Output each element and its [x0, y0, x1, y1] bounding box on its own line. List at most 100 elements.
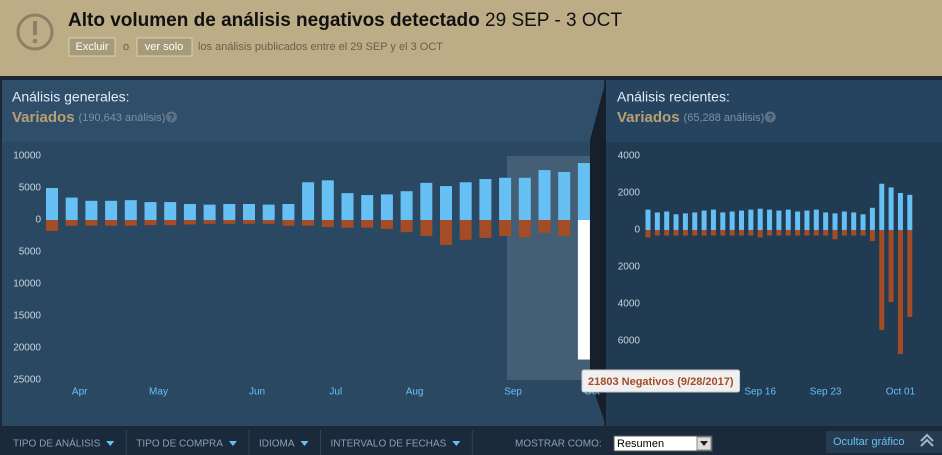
- show-as-label: MOSTRAR COMO:: [515, 439, 602, 450]
- positive-bar: [538, 170, 551, 220]
- negative-bar: [795, 230, 801, 236]
- x-tick-label: Jun: [249, 387, 265, 398]
- negative-bar: [183, 220, 196, 225]
- filter-label[interactable]: INTERVALO DE FECHAS: [331, 439, 447, 450]
- positive-bar: [243, 204, 255, 220]
- negative-bar: [420, 220, 433, 236]
- positive-bar: [888, 187, 894, 230]
- negative-bar: [400, 220, 413, 233]
- collapse-icon[interactable]: [920, 433, 934, 442]
- negative-bar: [785, 230, 791, 236]
- positive-bar: [577, 163, 590, 220]
- negative-bar: [243, 220, 255, 224]
- hide-graph-button[interactable]: [826, 431, 942, 453]
- warning-icon: [16, 13, 54, 51]
- y-tick-label: 6000: [618, 336, 641, 347]
- negative-bar: [869, 230, 875, 242]
- negative-bar: [518, 220, 531, 238]
- negative-bar: [860, 230, 866, 236]
- negative-bar: [499, 220, 512, 236]
- negative-bar: [361, 220, 374, 228]
- collapse-icon[interactable]: [920, 438, 934, 447]
- exclude-button[interactable]: [68, 37, 116, 57]
- positive-bar: [262, 204, 275, 220]
- negative-bar: [46, 220, 58, 231]
- positive-bar: [720, 212, 726, 230]
- positive-bar: [673, 214, 679, 230]
- dropdown-arrow: [106, 441, 115, 446]
- exclude-label[interactable]: Excluir: [75, 41, 108, 53]
- dropdown-arrow: [300, 441, 309, 446]
- banner-title: Alto volumen de análisis negativos detec…: [68, 10, 622, 31]
- positive-bar: [739, 210, 744, 230]
- negative-bar: [282, 220, 295, 226]
- positive-bar: [785, 209, 791, 230]
- negative-bar: [682, 230, 688, 236]
- negative-bar: [823, 230, 829, 236]
- negative-bar: [558, 220, 571, 236]
- only-label[interactable]: ver solo: [145, 41, 184, 53]
- negative-bar: [341, 220, 354, 228]
- review-count: (65,288 análisis): [684, 112, 765, 124]
- select-value[interactable]: Resumen: [617, 438, 664, 450]
- positive-bar: [729, 211, 735, 230]
- positive-bar: [302, 182, 315, 220]
- x-tick-label: Oct 01: [886, 387, 916, 398]
- rating: Variados (190,643 análisis): [12, 109, 165, 126]
- positive-bar: [282, 204, 295, 220]
- negative-bar: [851, 230, 857, 236]
- y-tick-label: 10000: [13, 151, 41, 162]
- positive-bar: [860, 214, 866, 230]
- filter-label[interactable]: IDIOMA: [259, 439, 295, 450]
- help-icon: [165, 111, 177, 123]
- negative-bar: [832, 230, 838, 240]
- negative-bar: [85, 220, 98, 226]
- negative-bar: [813, 230, 819, 236]
- filter-label[interactable]: TIPO DE COMPRA: [136, 439, 223, 450]
- chart-heading: Análisis recientes:: [617, 89, 730, 105]
- negative-bar: [440, 220, 452, 245]
- positive-bar: [757, 208, 763, 230]
- y-tick-label: 2000: [618, 188, 641, 199]
- banner-title-range: 29 SEP - 3 OCT: [485, 10, 622, 31]
- negative-bar: [907, 230, 913, 317]
- tooltip-box: [581, 369, 741, 393]
- negative-bar: [645, 230, 651, 238]
- negative-bar: [739, 230, 744, 236]
- positive-bar: [183, 204, 196, 220]
- show-as-select[interactable]: [613, 435, 713, 452]
- select-arrow[interactable]: [700, 441, 708, 446]
- range-connector: [590, 80, 606, 426]
- positive-bar: [400, 191, 413, 220]
- negative-bar: [459, 220, 472, 240]
- help-icon: [764, 111, 776, 123]
- negative-bar: [879, 230, 885, 330]
- positive-bar: [164, 202, 177, 220]
- positive-bar: [479, 179, 492, 220]
- negative-bar: [164, 220, 177, 226]
- only-button[interactable]: [136, 37, 193, 57]
- filter-label[interactable]: TIPO DE ANÁLISIS: [13, 437, 101, 450]
- hide-graph-label[interactable]: Ocultar gráfico: [833, 436, 905, 448]
- positive-bar: [420, 182, 433, 220]
- help-text: ?: [169, 112, 175, 122]
- x-tick-label: Aug: [406, 387, 424, 398]
- negative-bar: [302, 220, 315, 226]
- negative-bar: [729, 230, 735, 236]
- rating: Variados (65,288 análisis): [617, 109, 764, 126]
- chart-heading: Análisis generales:: [12, 89, 130, 105]
- positive-bar: [692, 212, 698, 230]
- negative-bar: [262, 220, 275, 224]
- filter-bar: [0, 428, 942, 455]
- positive-bar: [654, 212, 660, 230]
- negative-bar: [321, 220, 334, 228]
- dropdown-arrow: [228, 441, 237, 446]
- positive-bar: [105, 200, 118, 220]
- negative-bar: [888, 230, 894, 303]
- negative-bar: [577, 220, 590, 360]
- negative-bar: [673, 230, 679, 236]
- negative-bar: [144, 220, 157, 226]
- warning-icon-dot: [32, 38, 38, 44]
- positive-bar: [558, 172, 571, 220]
- negative-bar: [701, 230, 707, 236]
